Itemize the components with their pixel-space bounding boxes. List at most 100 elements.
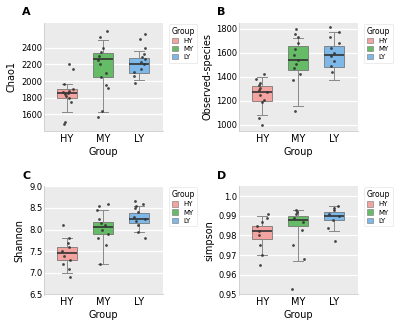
- Point: [264, 90, 271, 95]
- Text: B: B: [217, 7, 226, 17]
- Y-axis label: simpson: simpson: [205, 220, 215, 261]
- Point: [137, 37, 143, 42]
- Legend: HY, MY, LY: HY, MY, LY: [364, 24, 393, 63]
- Point: [98, 74, 104, 79]
- Point: [98, 49, 104, 55]
- Point: [141, 51, 147, 56]
- Point: [291, 215, 297, 220]
- Point: [60, 223, 66, 228]
- Point: [94, 58, 101, 63]
- Point: [141, 62, 147, 67]
- Point: [300, 256, 307, 262]
- Point: [295, 34, 301, 40]
- Point: [130, 214, 137, 219]
- Point: [290, 53, 297, 58]
- Point: [66, 95, 72, 100]
- Point: [105, 85, 111, 90]
- Point: [292, 31, 298, 36]
- Point: [257, 92, 263, 97]
- Point: [328, 69, 335, 75]
- X-axis label: Group: Group: [88, 310, 118, 320]
- Text: D: D: [217, 171, 226, 181]
- Point: [336, 30, 342, 35]
- Point: [61, 82, 67, 87]
- PathPatch shape: [57, 247, 77, 260]
- Point: [256, 83, 262, 88]
- PathPatch shape: [324, 45, 344, 67]
- Point: [142, 45, 148, 50]
- Point: [327, 34, 334, 40]
- Point: [99, 227, 106, 232]
- Point: [132, 205, 138, 211]
- PathPatch shape: [57, 89, 77, 98]
- Point: [142, 235, 148, 241]
- Y-axis label: Chao1: Chao1: [7, 61, 17, 92]
- Point: [96, 62, 103, 67]
- Point: [258, 99, 265, 105]
- Point: [256, 233, 262, 238]
- Point: [293, 211, 299, 216]
- Point: [131, 69, 137, 75]
- Point: [257, 80, 264, 85]
- Point: [294, 209, 300, 215]
- Point: [66, 244, 72, 250]
- PathPatch shape: [252, 86, 272, 101]
- PathPatch shape: [324, 212, 344, 220]
- Y-axis label: Observed-species: Observed-species: [202, 33, 212, 120]
- Point: [328, 63, 334, 69]
- Point: [65, 266, 72, 271]
- Point: [58, 249, 65, 254]
- Point: [97, 262, 103, 267]
- Point: [290, 243, 296, 248]
- Point: [102, 223, 108, 228]
- Point: [62, 119, 68, 125]
- Point: [142, 216, 148, 221]
- X-axis label: Group: Group: [284, 146, 313, 157]
- Point: [97, 34, 103, 40]
- Point: [292, 61, 299, 66]
- Point: [292, 26, 299, 31]
- Point: [70, 66, 76, 71]
- Point: [62, 94, 69, 99]
- Point: [94, 235, 101, 241]
- Point: [66, 235, 72, 241]
- Point: [264, 215, 270, 220]
- Point: [61, 253, 67, 258]
- Point: [70, 87, 76, 92]
- Point: [67, 275, 74, 280]
- Point: [134, 223, 141, 228]
- Point: [132, 80, 138, 85]
- Point: [331, 59, 337, 64]
- Point: [336, 41, 342, 46]
- Point: [325, 225, 331, 230]
- Point: [98, 220, 104, 226]
- Point: [137, 59, 144, 64]
- Point: [133, 218, 140, 223]
- Point: [252, 77, 259, 82]
- Point: [95, 114, 101, 119]
- Point: [261, 97, 268, 102]
- Text: A: A: [22, 7, 31, 17]
- Point: [104, 28, 110, 34]
- Point: [326, 211, 332, 216]
- Point: [335, 203, 341, 209]
- Point: [295, 41, 301, 46]
- Point: [265, 211, 271, 216]
- Point: [94, 207, 100, 213]
- PathPatch shape: [129, 58, 149, 73]
- Point: [96, 203, 102, 208]
- Point: [256, 229, 262, 234]
- Point: [256, 87, 262, 93]
- Point: [298, 227, 305, 232]
- Point: [100, 45, 106, 50]
- Point: [336, 213, 342, 218]
- Point: [261, 72, 267, 77]
- Legend: HY, MY, LY: HY, MY, LY: [168, 24, 198, 63]
- Point: [96, 216, 102, 221]
- Point: [290, 78, 296, 83]
- Point: [135, 210, 141, 215]
- Point: [135, 229, 142, 234]
- Point: [331, 205, 337, 211]
- X-axis label: Group: Group: [88, 146, 118, 157]
- Point: [256, 115, 262, 120]
